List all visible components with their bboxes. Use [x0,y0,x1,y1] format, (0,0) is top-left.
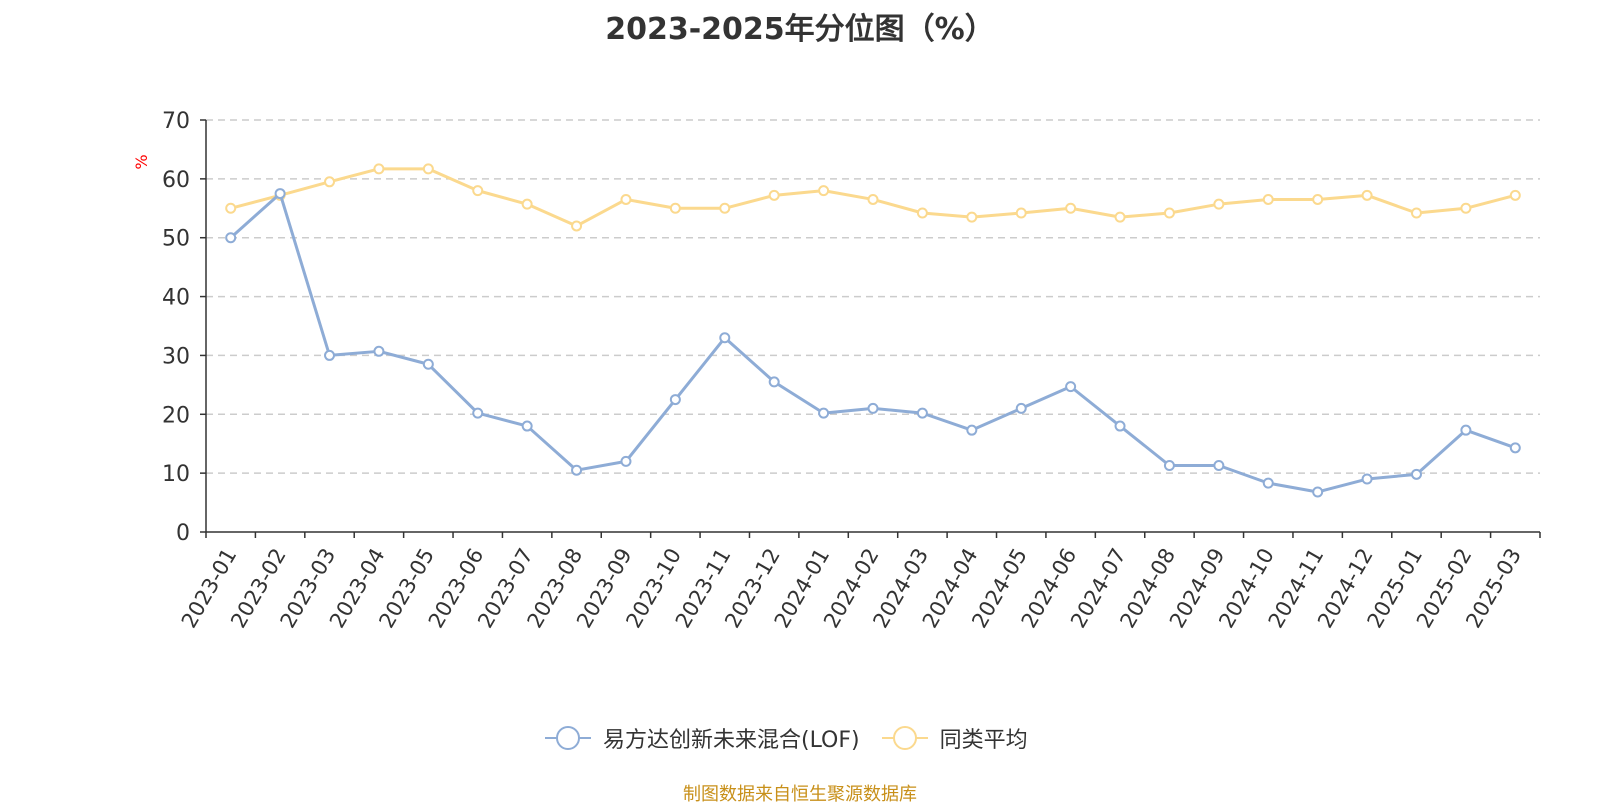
data-point-0 [818,407,830,419]
y-axis-label: % [132,154,151,169]
data-source-note: 制图数据来自恒生聚源数据库 [683,784,917,805]
data-point-0 [1213,459,1225,471]
y-tick-label: 20 [162,403,190,428]
data-point-1 [472,185,484,197]
data-point-1 [966,211,978,223]
data-point-1 [1163,207,1175,219]
data-point-0 [1065,381,1077,393]
data-point-1 [324,176,336,188]
axes [200,119,1541,538]
x-tick-labels: 2023-012023-022023-032023-042023-052023-… [177,544,1526,632]
legend-item-peer-average[interactable]: 同类平均 [881,722,1028,754]
y-tick-label: 10 [162,462,190,487]
chart-title: 2023-2025年分位图（%） [605,12,995,47]
data-point-0 [867,402,879,414]
data-point-0 [472,407,484,419]
y-tick-label: 70 [162,109,190,134]
data-point-0 [274,188,286,200]
data-point-1 [867,193,879,205]
data-point-1 [768,189,780,201]
legend-label-fund: 易方达创新未来混合(LOF) [603,728,860,753]
y-tick-labels: 0 10 20 30 40 50 60 70 [162,109,190,546]
data-point-0 [1114,420,1126,432]
data-point-1 [1460,202,1472,214]
data-point-0 [1361,473,1373,485]
data-point-1 [719,202,731,214]
y-tick-label: 0 [176,521,190,546]
data-point-0 [916,407,928,419]
series-layer [225,163,1521,498]
data-point-1 [1509,189,1521,201]
data-point-0 [620,455,632,467]
data-point-0 [373,345,385,357]
data-point-1 [620,193,632,205]
data-point-0 [1410,468,1422,480]
data-point-0 [571,464,583,476]
data-point-1 [1410,207,1422,219]
data-point-1 [1262,193,1274,205]
data-point-0 [1163,459,1175,471]
data-point-1 [373,163,385,175]
data-point-1 [818,185,830,197]
data-point-1 [521,198,533,210]
data-point-0 [1262,477,1274,489]
data-point-0 [1015,402,1027,414]
data-point-1 [1114,211,1126,223]
y-tick-label: 30 [162,344,190,369]
data-point-0 [324,349,336,361]
y-tick-label: 50 [162,227,190,252]
data-point-0 [669,394,681,406]
data-point-0 [1312,486,1324,498]
data-point-0 [422,358,434,370]
data-point-1 [669,202,681,214]
legend-label-peer-average: 同类平均 [939,728,1028,753]
data-point-1 [1361,189,1373,201]
data-point-1 [225,202,237,214]
legend: 易方达创新未来混合(LOF) 同类平均 [545,722,1050,754]
data-point-0 [966,424,978,436]
legend-marker-peer-average [881,726,928,750]
data-point-1 [916,207,928,219]
legend-marker-fund [545,726,591,750]
data-point-1 [1015,207,1027,219]
data-point-0 [719,332,731,344]
y-tick-label: 40 [162,286,190,311]
data-point-0 [1509,442,1521,454]
y-tick-label: 60 [162,168,190,193]
data-point-1 [1213,198,1225,210]
data-point-0 [1460,424,1472,436]
grid-lines [206,119,1540,474]
data-point-1 [1312,193,1324,205]
data-point-0 [225,232,237,244]
data-point-0 [768,376,780,388]
data-point-1 [422,163,434,175]
legend-item-fund[interactable]: 易方达创新未来混合(LOF) [545,722,860,754]
data-point-1 [571,220,583,232]
data-point-1 [1065,202,1077,214]
data-point-0 [521,420,533,432]
